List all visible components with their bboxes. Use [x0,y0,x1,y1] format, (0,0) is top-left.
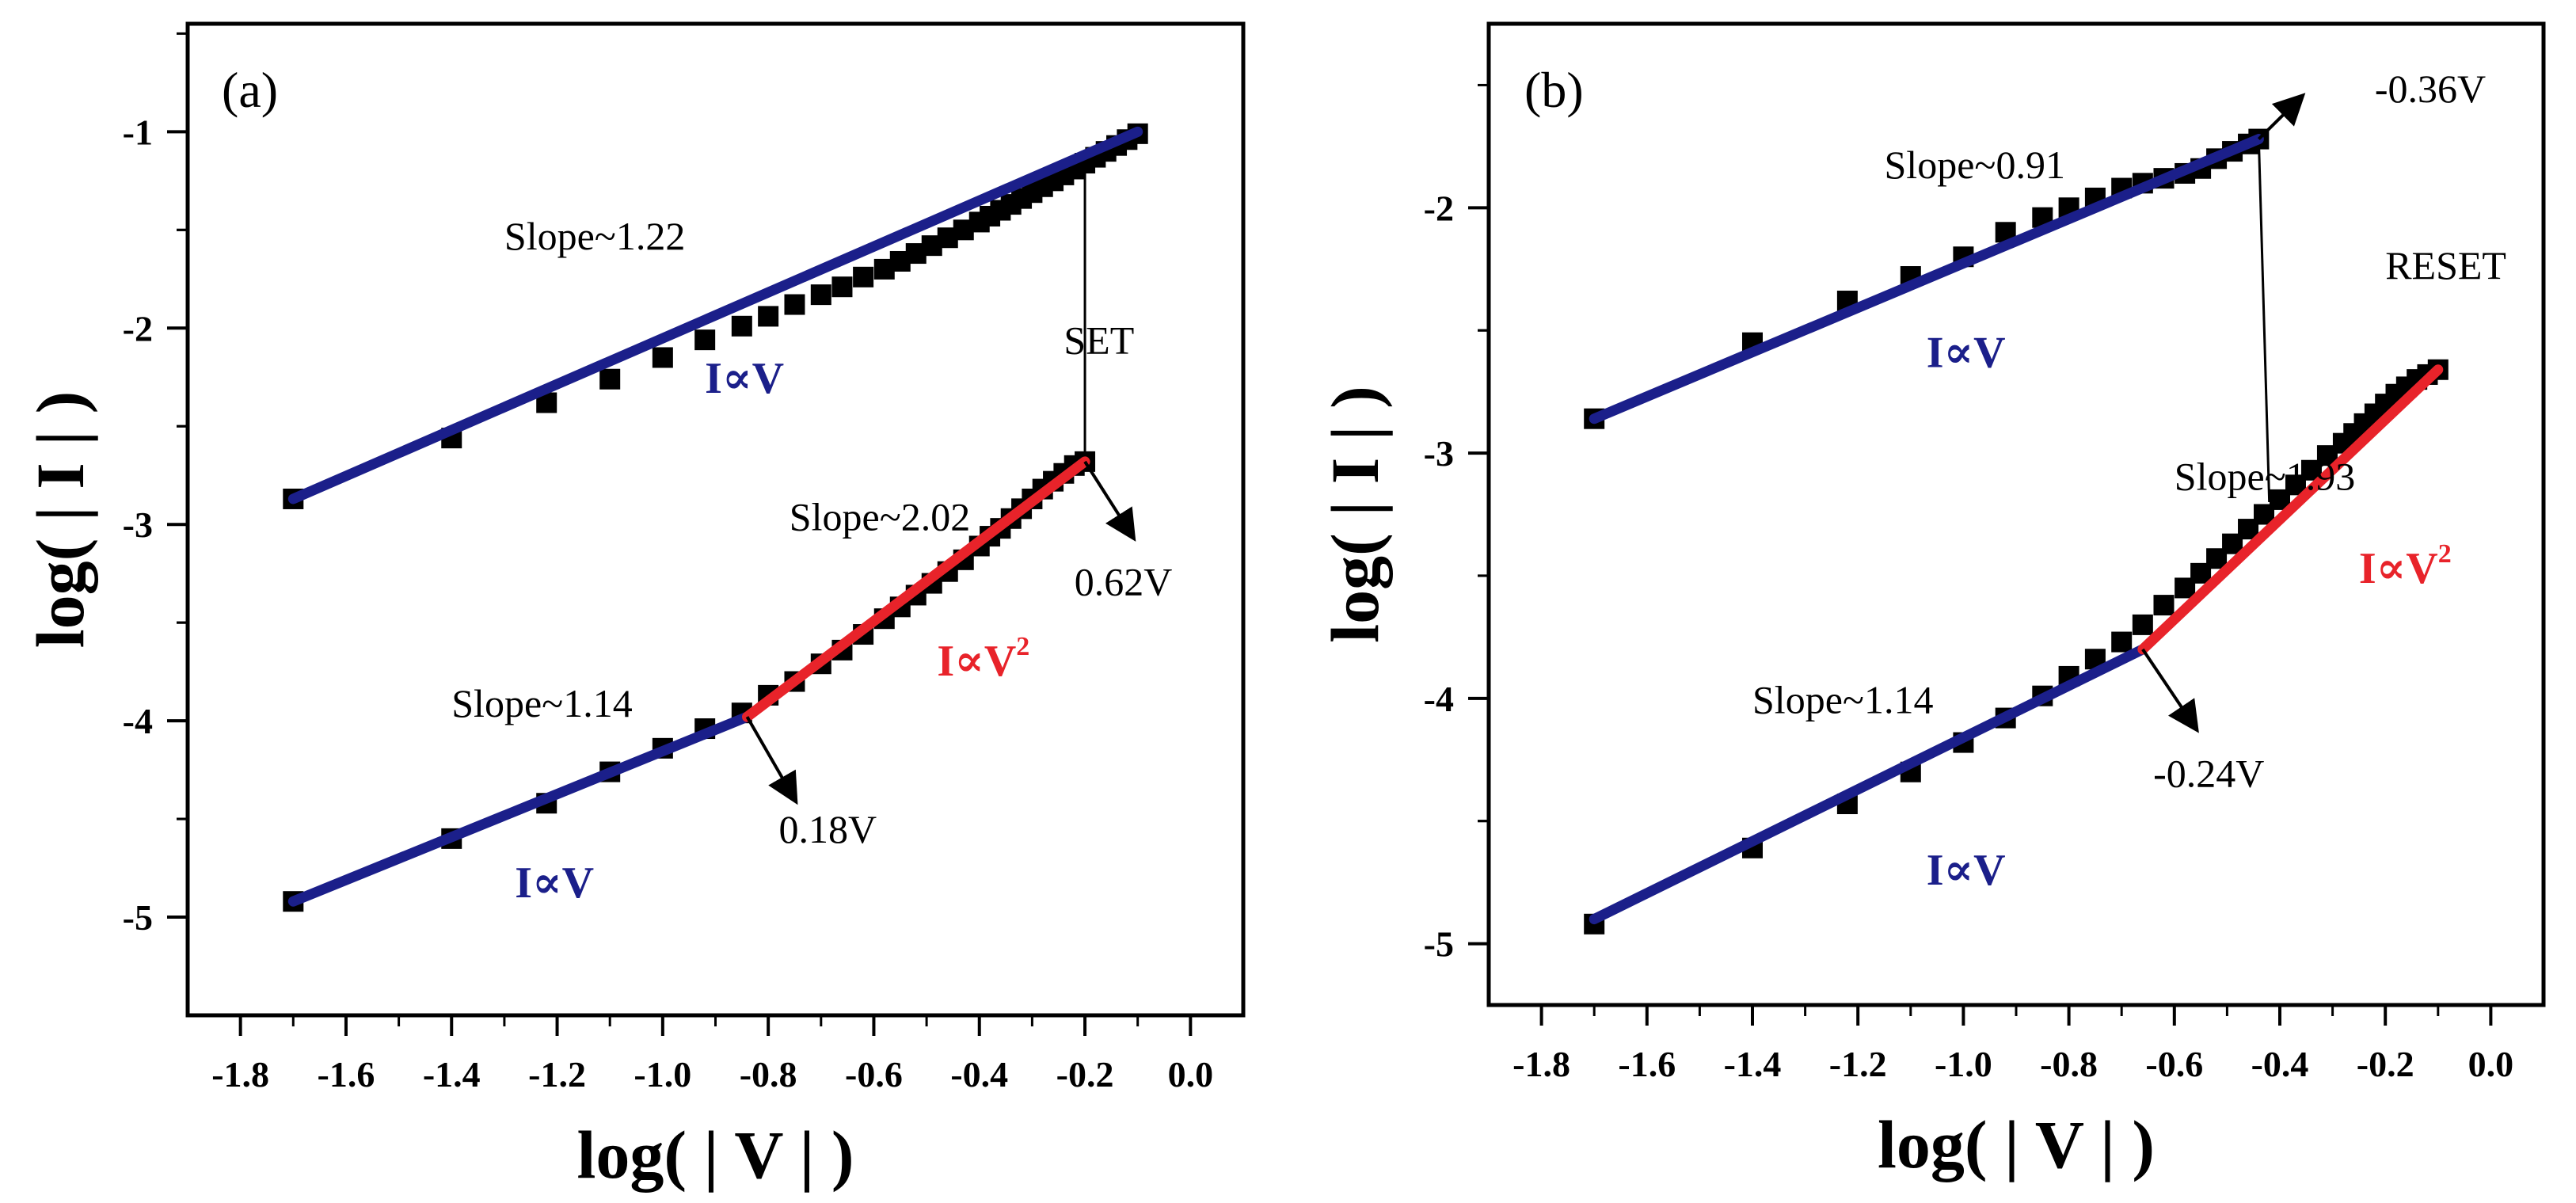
x-tick-label: -0.6 [2145,1044,2203,1084]
law-label: I∝V2 [937,632,1029,686]
y-axis-title: log( | I | ) [1317,386,1393,643]
y-tick-label: -3 [123,504,153,545]
y-tick-label: -5 [123,897,153,938]
x-tick-label: -1.4 [423,1054,481,1095]
data-point-lrs [731,315,752,337]
x-tick-label: -1.0 [1935,1044,1992,1084]
arrow-label: -0.36V [2375,67,2486,111]
data-point-lrs [853,266,874,287]
x-tick-label: -1.8 [1512,1044,1570,1084]
connector-line [2257,139,2271,503]
y-tick-label: -4 [123,701,153,741]
law-label: I∝V [1927,846,2006,895]
x-tick-label: -0.8 [740,1054,797,1095]
x-tick-label: 0.0 [1168,1054,1214,1095]
x-tick-label: -0.2 [1056,1054,1114,1095]
x-tick-label: -0.4 [2251,1044,2309,1084]
x-tick-label: -1.6 [1618,1044,1676,1084]
law-label-main: I∝V [937,637,1016,686]
panel-b: -1.8 -1.6 -1.4 -1.2 -1.0 -0.8 -0.6 -0.4 -0.2 0.0 -… [1317,21,2546,1182]
law-label-main: I∝V [1927,329,2006,378]
x-axis-title: log( | V | ) [1878,1106,2155,1182]
y-axis-title: log( | I | ) [22,391,98,649]
x-tick-label: -0.2 [2357,1044,2414,1084]
x-tick-label: -0.6 [845,1054,903,1095]
data-point-hrs [2153,595,2175,616]
y-tick-label: -3 [1424,433,1454,474]
arrow-label: -0.24V [2153,751,2264,795]
law-label: I∝V [705,354,784,403]
data-point-lrs [652,347,673,368]
x-tick-label: -0.8 [2040,1044,2098,1084]
law-label: I∝V [515,858,594,908]
data-point-hrs [2111,631,2133,653]
arrow-label: 0.62V [1075,559,1173,603]
law-label-superscript: 2 [1016,632,1029,661]
data-point-hrs [2132,614,2153,635]
x-tick-label: 0.0 [2468,1044,2514,1084]
fit-line-hrs-square-law-fit [741,456,1090,722]
panel-label: (b) [1524,62,1584,118]
y-tick-label: -5 [1424,924,1454,965]
x-axis-title: log( | V | ) [576,1117,854,1193]
x-tick-label: -1.4 [1724,1044,1782,1084]
annotation-text: Slope~1.22 [504,214,685,258]
fit-line-hrs-linear-fit [287,711,752,907]
x-tick-label: -1.2 [528,1054,586,1095]
arrow [745,716,798,805]
x-tick-label: -1.0 [634,1054,691,1095]
annotation-text: SET [1064,318,1134,363]
x-tick-label: -1.2 [1829,1044,1887,1084]
annotation-text: RESET [2385,243,2506,287]
fit-line-lrs-linear-fit [287,126,1143,504]
x-tick-label: -1.6 [318,1054,375,1095]
y-tick-label: -4 [1424,679,1454,719]
panel-a: -1.8 -1.6 -1.4 -1.2 -1.0 -0.8 -0.6 -0.4 -0.2 0.0 -… [22,21,1246,1193]
annotation-text: Slope~1.14 [451,681,632,725]
annotation-text: Slope~2.02 [790,495,970,539]
law-label-main: I∝V [1927,846,2006,895]
data-point-lrs [831,276,853,298]
fit-line-hrs-square-law-fit [2137,364,2444,655]
annotation-text: Slope~1.93 [2175,455,2355,499]
law-label-superscript: 2 [2438,539,2452,569]
data-point-lrs [599,368,621,390]
x-tick-label: -1.8 [211,1054,269,1095]
annotation-text: Slope~1.14 [1752,677,1933,721]
y-tick-label: -2 [123,308,153,348]
fit-line-hrs-linear-fit [1589,644,2148,925]
annotation-text: Slope~0.91 [1885,143,2065,187]
x-tick-label: -0.4 [950,1054,1008,1095]
arrow [2141,648,2199,733]
arrow [2257,93,2306,141]
y-tick-label: -1 [123,112,153,152]
fit-line-lrs-linear-fit [1589,134,2264,424]
law-label-main: I∝V [705,354,784,403]
arrow-label: 0.18V [778,807,877,851]
arrow [1083,460,1136,542]
data-point-lrs [758,306,779,327]
y-tick-label: -2 [1424,188,1454,228]
data-point-lrs [694,329,716,351]
law-label: I∝V2 [2359,539,2452,593]
law-label: I∝V [1927,329,2006,378]
law-label-main: I∝V [2359,544,2438,593]
data-point-lrs [784,294,805,315]
law-label-main: I∝V [515,858,594,908]
panel-label: (a) [222,62,278,118]
data-point-lrs [810,284,831,306]
